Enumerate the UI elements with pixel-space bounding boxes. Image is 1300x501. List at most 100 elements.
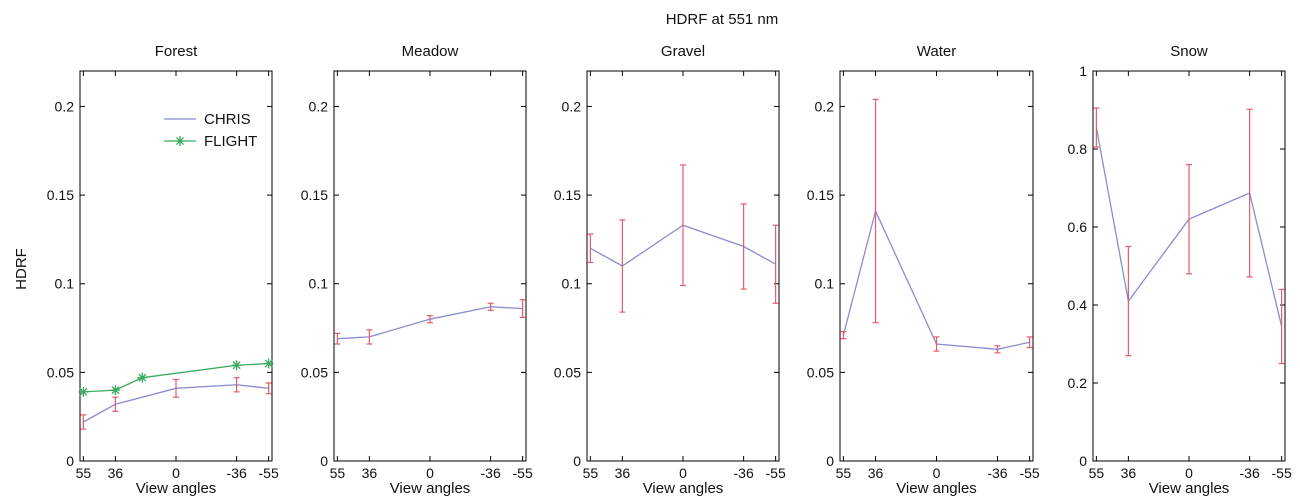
legend-label: CHRIS xyxy=(204,111,251,128)
x-tick-label: -55 xyxy=(766,465,786,481)
error-bar xyxy=(1093,107,1100,148)
error-bar xyxy=(519,299,526,319)
legend: CHRIS FLIGHT xyxy=(164,111,257,150)
x-axis-label: View angles xyxy=(136,480,217,497)
error-bar xyxy=(334,332,341,345)
y-tick-label: 0.05 xyxy=(47,364,74,380)
y-tick-label: 0.2 xyxy=(562,98,582,114)
subplot-water: Water 55 36 0 -36 -55 0 0.05 0.1 0.15 0.2 View angl… xyxy=(807,43,1040,497)
subplot-title: Meadow xyxy=(402,43,459,60)
error-bar xyxy=(1186,164,1192,275)
error-bar xyxy=(933,336,940,352)
y-tick-label: 0.2 xyxy=(1068,375,1088,391)
y-tick-label: 0.2 xyxy=(815,98,835,114)
data-point-star xyxy=(78,386,89,397)
y-tick-label: 0.1 xyxy=(815,276,835,292)
x-axis-label: View angles xyxy=(643,480,724,497)
figure-ylabel: HDRF xyxy=(13,248,30,290)
error-bar xyxy=(872,98,879,324)
subplot-snow: Snow 55 36 0 -36 -55 0 0.2 0.4 0.6 0.8 1 View angles xyxy=(1068,43,1292,497)
series-chris xyxy=(840,98,1033,354)
legend-label: FLIGHT xyxy=(204,133,257,150)
y-tick-label: 0 xyxy=(573,453,581,469)
x-axis-label: View angles xyxy=(390,480,471,497)
data-point-star xyxy=(231,360,242,371)
y-tick-label: 0.1 xyxy=(55,276,75,292)
y-tick-label: 0.05 xyxy=(301,364,328,380)
x-tick-label: 55 xyxy=(330,465,346,481)
x-tick-label: -36 xyxy=(1240,465,1260,481)
y-tick-label: 0 xyxy=(66,453,74,469)
x-tick-label: -55 xyxy=(259,465,279,481)
x-tick-label: -36 xyxy=(734,465,754,481)
y-tick-label: 0.4 xyxy=(1068,297,1088,313)
error-bar xyxy=(1026,336,1033,349)
legend-star-icon xyxy=(175,136,185,146)
x-tick-label: 36 xyxy=(362,465,378,481)
error-bar xyxy=(112,396,119,412)
x-tick-label: 55 xyxy=(1089,465,1105,481)
y-tick-label: 0.15 xyxy=(554,187,581,203)
subplot-title: Water xyxy=(917,43,956,60)
x-tick-label: 0 xyxy=(426,465,434,481)
error-bar xyxy=(173,378,179,398)
x-tick-label: -55 xyxy=(1019,465,1039,481)
y-tick-label: 0 xyxy=(826,453,834,469)
x-axis-label: View angles xyxy=(896,480,977,497)
error-bar xyxy=(1278,288,1285,365)
x-tick-label: -36 xyxy=(227,465,247,481)
y-tick-label: 0.1 xyxy=(309,276,329,292)
error-bar xyxy=(1246,108,1253,278)
error-bar xyxy=(772,224,779,304)
subplot-title: Gravel xyxy=(661,43,705,60)
y-tick-label: 0.05 xyxy=(807,364,834,380)
x-tick-label: -55 xyxy=(513,465,533,481)
error-bar xyxy=(487,302,494,311)
x-tick-label: 55 xyxy=(76,465,92,481)
x-tick-label: 55 xyxy=(836,465,852,481)
x-tick-label: 55 xyxy=(583,465,599,481)
error-bar xyxy=(680,164,686,287)
x-tick-label: -55 xyxy=(1272,465,1292,481)
error-bar xyxy=(740,203,747,290)
error-bar xyxy=(840,330,847,340)
data-point-star xyxy=(263,358,274,369)
error-bar xyxy=(427,315,433,324)
data-point-star xyxy=(110,385,121,396)
x-tick-label: 36 xyxy=(615,465,631,481)
y-tick-label: 0.8 xyxy=(1068,141,1088,157)
axes-frame xyxy=(839,70,1034,462)
subplot-forest: Forest 55 36 0 -36 -55 0 0.05 0.1 0.15 0.2 View ang… xyxy=(47,43,279,497)
x-tick-label: 0 xyxy=(172,465,180,481)
series-chris xyxy=(334,299,526,345)
y-tick-label: 0.05 xyxy=(554,364,581,380)
series-line xyxy=(842,209,1030,350)
error-bar xyxy=(994,345,1001,354)
series-flight xyxy=(78,358,274,397)
x-tick-label: 0 xyxy=(1185,465,1193,481)
y-tick-label: 0.2 xyxy=(309,98,329,114)
series-chris xyxy=(1093,107,1285,365)
x-tick-label: 36 xyxy=(1121,465,1137,481)
y-tick-label: 0.15 xyxy=(47,187,74,203)
error-bar xyxy=(80,414,87,430)
data-point-star xyxy=(137,372,148,383)
error-bar xyxy=(233,377,240,393)
error-bar xyxy=(587,233,594,264)
y-tick-label: 0.1 xyxy=(562,276,582,292)
error-bar xyxy=(619,219,626,313)
y-tick-label: 0 xyxy=(320,453,328,469)
error-bar xyxy=(265,382,272,395)
series-chris xyxy=(587,164,779,313)
y-tick-label: 0.15 xyxy=(301,187,328,203)
y-tick-label: 0.15 xyxy=(807,187,834,203)
x-tick-label: 0 xyxy=(933,465,941,481)
x-tick-label: 0 xyxy=(679,465,687,481)
x-tick-label: -36 xyxy=(481,465,501,481)
subplot-title: Snow xyxy=(1170,43,1208,60)
subplots: Forest 55 36 0 -36 -55 0 0.05 0.1 0.15 0.2 View ang… xyxy=(47,43,1292,497)
subplot-meadow: Meadow 55 36 0 -36 -55 0 0.05 0.1 0.15 0.2 View ang… xyxy=(301,43,533,497)
figure-suptitle: HDRF at 551 nm xyxy=(666,11,779,28)
axes-frame xyxy=(333,70,527,462)
